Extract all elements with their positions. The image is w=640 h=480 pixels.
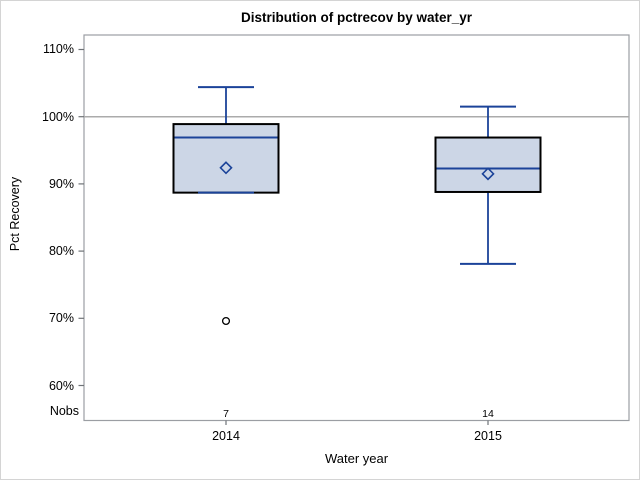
nobs-row-label: Nobs: [49, 404, 79, 418]
y-tick-label-60: 60%: [48, 379, 74, 393]
y-tick-label-110: 110%: [42, 42, 74, 56]
y-tick-label-70: 70%: [48, 311, 74, 325]
x-axis-title: Water year: [324, 451, 389, 466]
y-tick-label-90: 90%: [48, 177, 74, 191]
nobs-value-2014: 7: [223, 408, 229, 420]
nobs-value-2015: 14: [482, 408, 494, 420]
y-tick-label-100: 100%: [42, 110, 74, 124]
x-tick-label-2015: 2015: [474, 429, 502, 443]
x-tick-label-2014: 2014: [212, 429, 240, 443]
chart-title: Distribution of pctrecov by water_yr: [240, 10, 473, 25]
y-tick-label-80: 80%: [48, 244, 74, 258]
